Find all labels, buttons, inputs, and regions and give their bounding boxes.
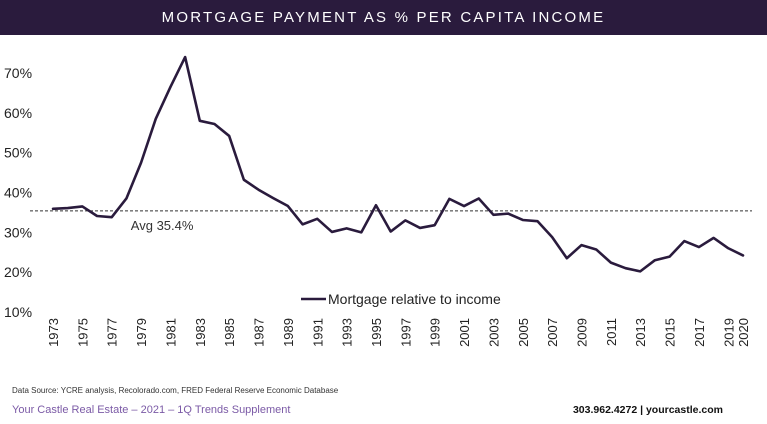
- x-tick-label: 1981: [163, 318, 178, 347]
- x-tick-label: 1993: [340, 318, 355, 347]
- x-tick-label: 1989: [281, 318, 296, 347]
- x-tick-label: 2001: [457, 318, 472, 347]
- x-tick-label: 2005: [516, 318, 531, 347]
- y-tick-label: 30%: [4, 224, 32, 240]
- x-tick-label: 1997: [398, 318, 413, 347]
- x-tick-label: 2013: [633, 318, 648, 347]
- x-tick-label: 1983: [193, 318, 208, 347]
- x-tick-label: 1975: [75, 318, 90, 347]
- x-tick-label: 2019: [721, 318, 736, 347]
- chart-title: MORTGAGE PAYMENT AS % PER CAPITA INCOME: [161, 9, 606, 26]
- x-tick-label: 1979: [134, 318, 149, 347]
- footer-publisher: Your Castle Real Estate – 2021 – 1Q Tren…: [12, 404, 291, 416]
- x-tick-label: 2011: [604, 318, 619, 346]
- y-tick-label: 60%: [4, 105, 32, 121]
- legend-label: Mortgage relative to income: [328, 291, 501, 307]
- x-tick-label: 1977: [105, 318, 120, 347]
- x-tick-label: 2007: [545, 318, 560, 347]
- average-label: Avg 35.4%: [131, 218, 194, 233]
- x-tick-label: 1985: [222, 318, 237, 347]
- footer-contact: 303.962.4272 | yourcastle.com: [572, 404, 723, 416]
- x-tick-label: 2015: [663, 318, 678, 347]
- x-tick-label: 2009: [575, 318, 590, 347]
- y-tick-label: 20%: [4, 264, 32, 280]
- y-tick-label: 70%: [4, 65, 32, 81]
- x-tick-label: 2020: [736, 318, 751, 347]
- title-bar: MORTGAGE PAYMENT AS % PER CAPITA INCOME: [0, 0, 767, 35]
- data-source: Data Source: YCRE analysis, Recolorado.c…: [12, 386, 339, 395]
- y-tick-label: 50%: [4, 145, 32, 161]
- y-tick-label: 10%: [4, 304, 32, 320]
- x-tick-label: 1987: [252, 318, 267, 347]
- x-tick-label: 1973: [46, 318, 61, 347]
- mortgage-income-chart: 10% 20% 30% 40% 50% 60% 70% 1973 1975 1977 1979 198…: [4, 55, 752, 347]
- x-tick-label: 1999: [428, 318, 443, 347]
- y-tick-label: 40%: [4, 185, 32, 201]
- x-tick-label: 2003: [486, 318, 501, 347]
- x-tick-label: 1991: [310, 318, 325, 347]
- series-line-mortgage: [51, 55, 745, 273]
- x-tick-label: 2017: [692, 318, 707, 347]
- x-tick-label: 1995: [369, 318, 384, 347]
